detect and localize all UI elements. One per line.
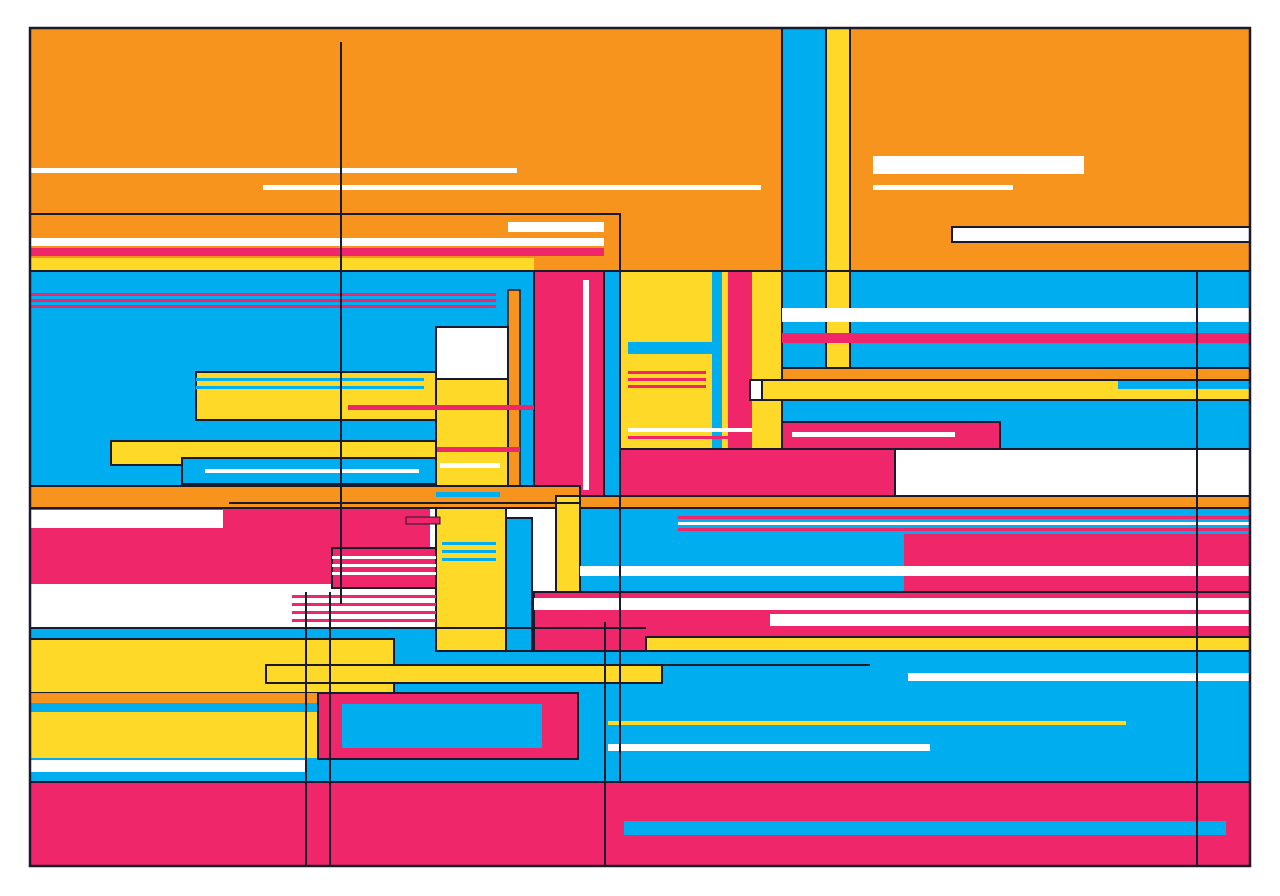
blue-block	[342, 704, 542, 748]
pink-strip	[678, 528, 1250, 531]
white-strip	[873, 156, 1084, 174]
white-strip	[440, 463, 500, 468]
blue-column	[781, 27, 827, 272]
white-strip	[263, 185, 761, 190]
pink-strip	[30, 248, 604, 256]
white-strip	[205, 469, 419, 473]
white-strip	[30, 760, 306, 772]
yellow-strip	[265, 664, 663, 684]
orange-white-strips	[30, 156, 1251, 243]
pink-block	[904, 534, 1250, 592]
white-strip	[782, 308, 1250, 322]
pink-strip	[628, 436, 752, 439]
blue-column	[505, 517, 533, 652]
orange-strip	[507, 289, 521, 497]
orange-strip	[781, 367, 1251, 381]
blue-strip	[628, 342, 712, 354]
white-square	[749, 379, 763, 401]
orange-strip	[30, 693, 320, 703]
blue-strip	[1118, 381, 1250, 389]
blue-strip	[196, 386, 424, 389]
blue-strip	[442, 558, 496, 561]
white-strip	[951, 226, 1251, 243]
blue-strip	[436, 492, 500, 497]
frame-lines	[30, 42, 1250, 866]
white-strip	[770, 614, 1250, 626]
white-strip	[30, 510, 223, 528]
center-blocks	[507, 270, 783, 497]
blue-strip	[624, 821, 1226, 835]
yellow-line	[608, 721, 1126, 725]
white-strip	[332, 556, 436, 559]
pink-strip	[678, 516, 1250, 519]
yellow-block	[619, 270, 783, 450]
blue-strip	[442, 550, 496, 553]
blue-column	[603, 270, 621, 497]
yellow-strip	[30, 258, 534, 271]
white-strip	[534, 598, 1250, 610]
orange-strip	[579, 495, 1251, 509]
blue-stripe	[712, 271, 722, 449]
pink-strip	[628, 378, 706, 381]
pink-strip	[292, 611, 436, 614]
pink-strip	[292, 595, 436, 598]
blue-strip	[196, 378, 424, 381]
white-strip	[30, 168, 517, 173]
white-strip	[332, 564, 436, 567]
right-middle-details	[619, 308, 1251, 497]
white-left-band	[30, 584, 340, 628]
yellow-column	[555, 495, 581, 593]
pink-strip	[292, 603, 436, 606]
pink-strip	[292, 619, 436, 622]
white-strip	[873, 185, 1013, 190]
blue-strip	[442, 542, 496, 545]
outer-border	[28, 26, 1252, 868]
yellow-tower	[435, 507, 507, 652]
yellow-column	[825, 27, 851, 381]
white-line	[583, 280, 589, 490]
pink-strip	[782, 333, 1250, 343]
pink-stripe	[728, 271, 752, 449]
white-strip	[30, 238, 604, 246]
white-block	[435, 326, 509, 380]
white-strip	[908, 673, 1250, 681]
pink-strip	[628, 371, 706, 374]
yellow-block	[30, 712, 317, 758]
pink-block	[619, 448, 896, 497]
white-strip	[678, 522, 1250, 525]
pink-strip	[628, 385, 706, 388]
left-middle-details	[30, 293, 534, 487]
pink-strip	[30, 293, 496, 296]
white-strip	[628, 428, 752, 432]
pink-strip	[30, 299, 496, 302]
pink-block	[331, 547, 437, 589]
pink-strip	[30, 305, 496, 308]
white-strip	[608, 744, 930, 751]
white-strip	[332, 572, 436, 575]
yellow-block	[435, 378, 509, 487]
white-strip	[580, 566, 1250, 576]
white-strip	[792, 432, 955, 437]
white-strip	[508, 222, 604, 232]
pink-column	[533, 270, 605, 497]
pink-strip	[405, 516, 441, 525]
yellow-strip	[645, 636, 1251, 652]
pink-strip	[348, 405, 534, 410]
